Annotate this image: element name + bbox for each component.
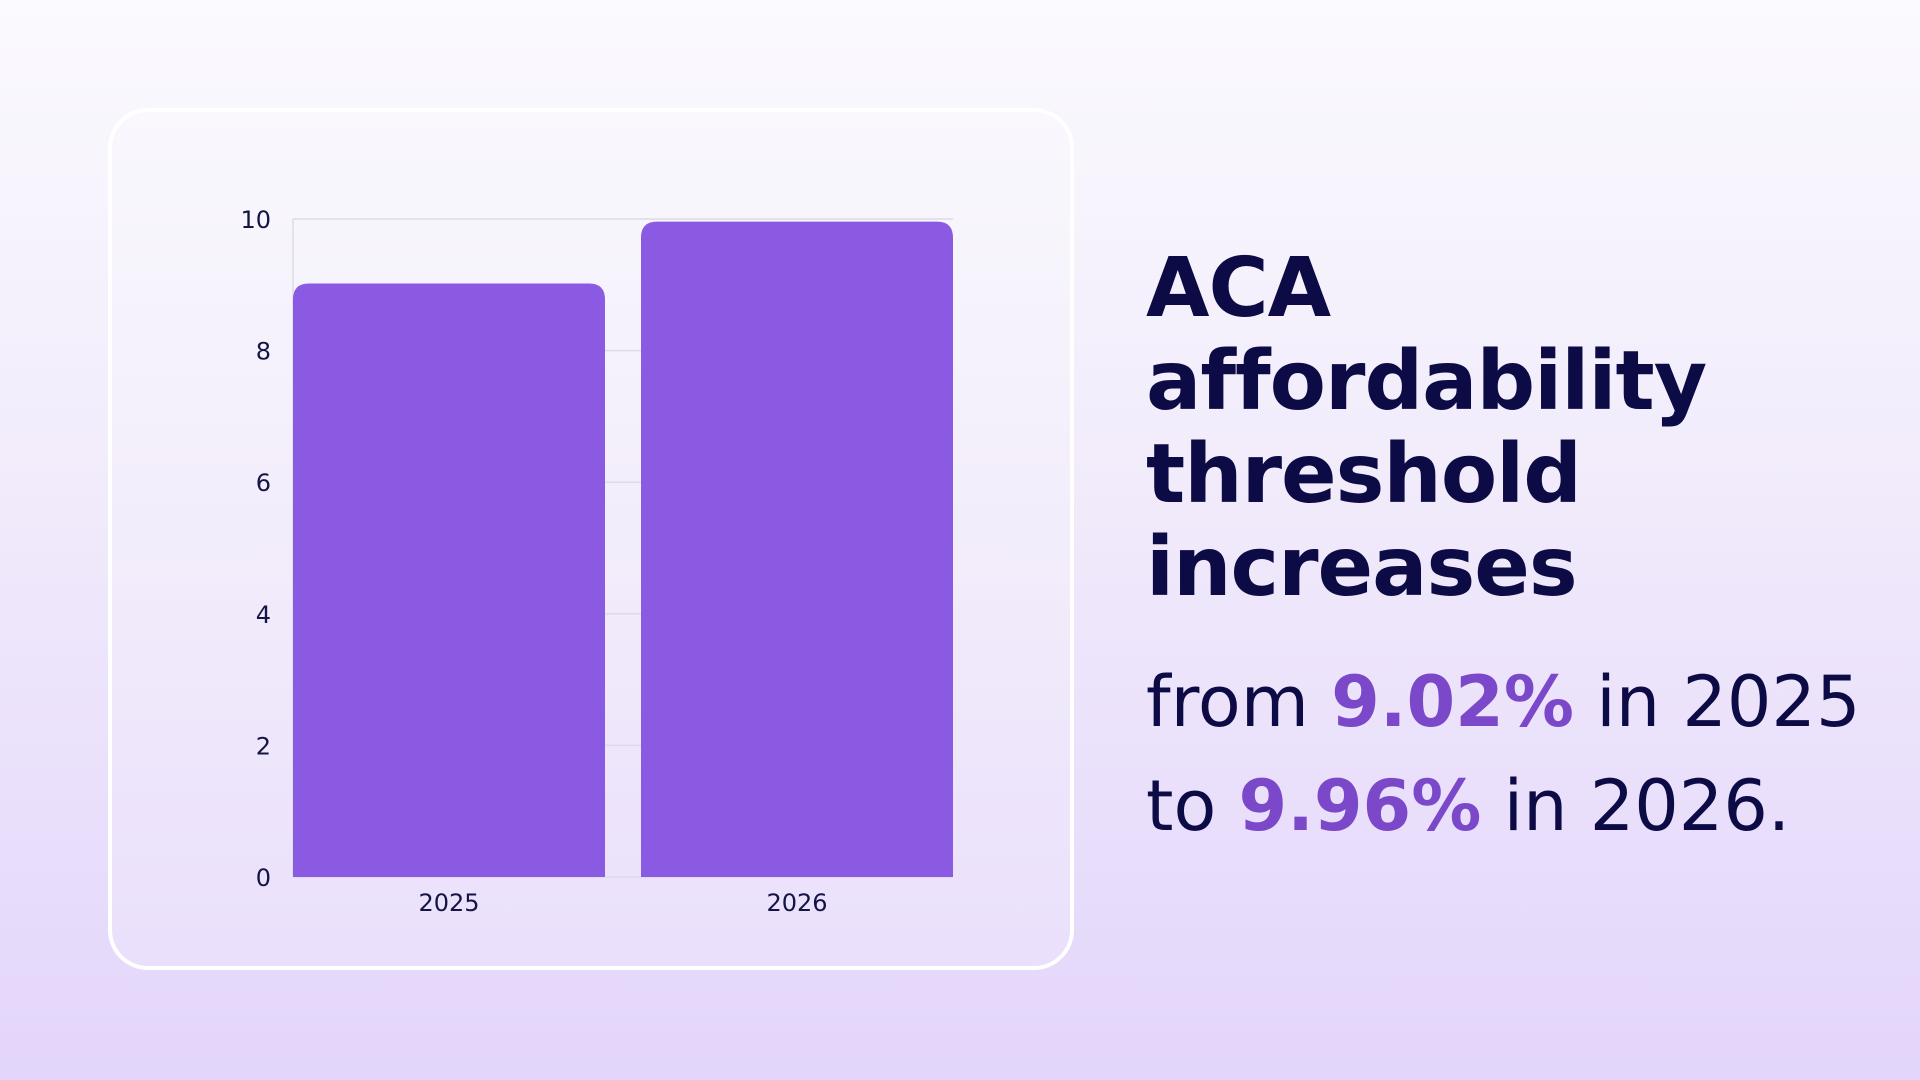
y-tick-label: 0: [256, 864, 271, 892]
value-2025: 9.02%: [1331, 661, 1575, 743]
chart-card: 0 2 4 6 8 10 2025 2026: [108, 108, 1074, 970]
headline-line-3: threshold: [1146, 427, 1582, 522]
subtext: from 9.02% in 2025 to 9.96% in 2026.: [1146, 650, 1906, 858]
y-tick-label: 6: [256, 469, 271, 497]
bar-2026: [641, 221, 953, 877]
y-tick-label: 4: [256, 601, 271, 629]
headline-line-4: increases: [1146, 520, 1578, 615]
subtext-in-2026: in 2026.: [1503, 765, 1791, 847]
x-tick-label-2025: 2025: [418, 889, 479, 917]
subtext-to: to: [1146, 765, 1217, 847]
headline-line-1: ACA: [1146, 241, 1331, 336]
value-2026: 9.96%: [1238, 765, 1482, 847]
subtext-in-2025: in 2025: [1596, 661, 1861, 743]
y-tick-label: 10: [240, 206, 271, 234]
y-tick-label: 8: [256, 338, 271, 366]
headline-line-2: affordability: [1146, 334, 1707, 429]
subtext-from: from: [1146, 661, 1309, 743]
bar-chart: 0 2 4 6 8 10 2025 2026: [240, 206, 953, 917]
headline: ACA affordability threshold increases: [1146, 242, 1886, 614]
y-tick-label: 2: [256, 732, 271, 760]
bar-2025: [293, 283, 605, 877]
x-tick-label-2026: 2026: [766, 889, 827, 917]
